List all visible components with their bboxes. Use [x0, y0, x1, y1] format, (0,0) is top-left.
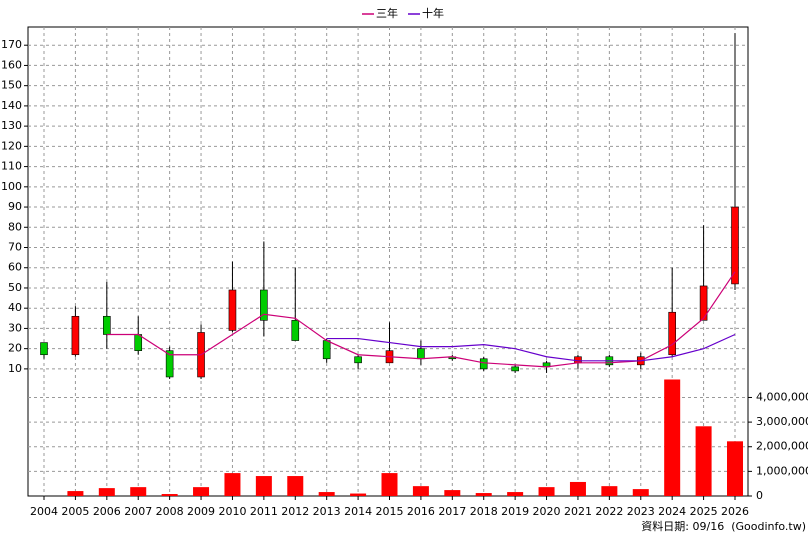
volume-bar: [632, 489, 649, 496]
y-tick-label: 10: [8, 362, 22, 375]
y-tick-label: 60: [8, 261, 22, 274]
y-tick-label: 50: [8, 281, 22, 294]
candle-body: [165, 350, 174, 378]
volume-bar: [193, 487, 210, 496]
legend-label: 十年: [422, 6, 444, 20]
y-tick-label: 40: [8, 301, 22, 314]
y-tick-label: 170: [1, 38, 22, 51]
source-note: 資料日期: 09/16 (Goodinfo.tw): [641, 519, 806, 533]
y-tick-label: 150: [1, 79, 22, 92]
x-tick-label: 2012: [281, 505, 309, 518]
y-tick-label: 160: [1, 58, 22, 71]
y2-tick-label: 3,000,000: [756, 415, 808, 428]
candle-body: [103, 315, 111, 335]
volume-bar: [444, 490, 461, 496]
x-tick-label: 2020: [533, 505, 561, 518]
volume-bar: [381, 473, 398, 496]
volume-bar: [161, 494, 178, 496]
x-tick-label: 2016: [407, 505, 435, 518]
x-tick-label: 2009: [187, 505, 215, 518]
volume-bar: [350, 493, 367, 496]
y-tick-label: 120: [1, 139, 22, 152]
candle-body: [134, 334, 143, 351]
volume-bar: [664, 379, 681, 496]
x-tick-label: 2004: [30, 505, 58, 518]
y-tick-label: 90: [8, 200, 22, 213]
volume-bar: [255, 476, 272, 496]
volume-bar: [287, 476, 304, 496]
y2-tick-label: 4,000,000: [756, 390, 808, 403]
x-tick-label: 2022: [595, 505, 623, 518]
candle-body: [668, 311, 676, 356]
y-tick-label: 130: [1, 119, 22, 132]
x-tick-label: 2006: [93, 505, 121, 518]
ma-line: [106, 271, 736, 368]
volume-bar: [475, 493, 492, 496]
volume-bar: [695, 426, 712, 496]
candle-body: [699, 285, 708, 321]
candle-body: [260, 289, 268, 321]
legend-label: 三年: [376, 6, 398, 20]
x-tick-label: 2018: [470, 505, 498, 518]
y-tick-label: 80: [8, 220, 22, 233]
volume-bar: [538, 487, 555, 496]
volume-bar: [601, 486, 618, 496]
volume-bar: [98, 488, 115, 496]
volume-bar: [318, 492, 335, 496]
x-tick-label: 2019: [501, 505, 529, 518]
x-tick-label: 2023: [627, 505, 655, 518]
y2-tick-label: 1,000,000: [756, 464, 808, 477]
candle-body: [40, 342, 48, 356]
y-tick-label: 20: [8, 342, 22, 355]
ma-line: [326, 333, 736, 362]
volume-bar: [224, 473, 241, 496]
candle-body: [291, 320, 300, 341]
x-tick-label: 2011: [250, 505, 278, 518]
x-tick-label: 2013: [313, 505, 341, 518]
x-tick-label: 2024: [658, 505, 686, 518]
y-tick-label: 30: [8, 321, 22, 334]
y2-tick-label: 0: [756, 489, 763, 502]
x-tick-label: 2015: [376, 505, 404, 518]
candle-body: [417, 348, 425, 360]
x-tick-label: 2017: [438, 505, 466, 518]
y-tick-label: 110: [1, 160, 22, 173]
candle-body: [731, 206, 739, 285]
y2-tick-label: 2,000,000: [756, 440, 808, 453]
x-tick-label: 2026: [721, 505, 749, 518]
candle-body: [479, 358, 488, 370]
volume-bar: [67, 491, 84, 496]
candle-body: [574, 356, 582, 364]
x-tick-label: 2005: [61, 505, 89, 518]
candle-body: [511, 366, 519, 372]
candle-body: [354, 356, 362, 364]
y-tick-label: 70: [8, 241, 22, 254]
candle-body: [322, 340, 331, 360]
volume-bar: [130, 487, 147, 496]
y-tick-label: 140: [1, 99, 22, 112]
volume-bar: [727, 441, 743, 496]
x-tick-label: 2008: [156, 505, 184, 518]
x-tick-label: 2025: [690, 505, 718, 518]
x-tick-label: 2021: [564, 505, 592, 518]
x-tick-label: 2010: [218, 505, 246, 518]
volume-bar: [507, 492, 524, 496]
volume-bar: [569, 481, 586, 496]
volume-bar: [412, 486, 429, 496]
plot-area: [27, 26, 749, 497]
x-tick-label: 2014: [344, 505, 372, 518]
candle-body: [228, 289, 237, 331]
y-tick-label: 100: [1, 180, 22, 193]
x-tick-label: 2007: [124, 505, 152, 518]
candle-body: [71, 315, 80, 356]
